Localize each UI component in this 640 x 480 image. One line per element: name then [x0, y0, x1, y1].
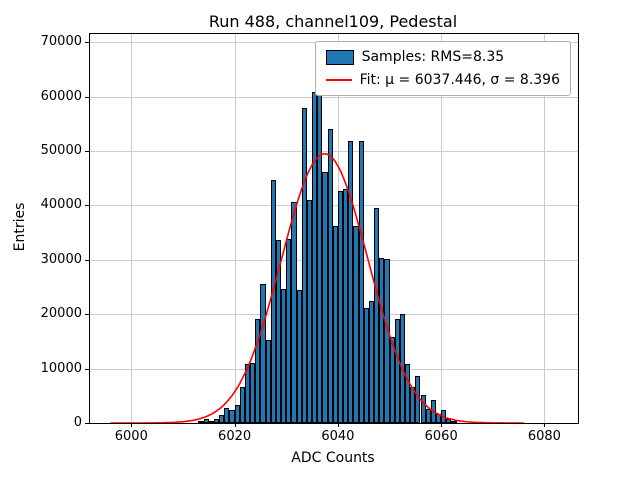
y-tick-mark	[85, 423, 89, 424]
x-tick-label: 6020	[218, 429, 252, 444]
x-tick-mark	[131, 423, 133, 427]
grid-line-vertical	[131, 34, 133, 423]
grid-line-horizontal	[90, 205, 578, 207]
grid-line-horizontal	[90, 96, 578, 98]
x-tick-label: 6060	[424, 429, 458, 444]
x-tick-mark	[441, 423, 443, 427]
grid-line-horizontal	[90, 151, 578, 152]
legend-item-samples: Samples: RMS=8.35	[325, 49, 560, 65]
histogram-bar	[451, 420, 457, 423]
y-tick-label: 10000	[40, 360, 82, 376]
y-tick-mark	[85, 42, 89, 44]
x-tick-mark	[234, 423, 236, 427]
y-tick-label: 60000	[40, 88, 82, 104]
y-tick-mark	[85, 205, 89, 207]
legend: Samples: RMS=8.35 Fit: μ = 6037.446, σ =…	[314, 41, 571, 96]
y-tick-label: 50000	[40, 143, 82, 158]
y-tick-label: 20000	[40, 306, 82, 322]
y-tick-mark	[85, 96, 89, 98]
plot-area: Samples: RMS=8.35 Fit: μ = 6037.446, σ =…	[89, 33, 579, 424]
y-tick-mark	[85, 259, 89, 261]
y-tick-mark	[85, 151, 89, 152]
x-axis-label: ADC Counts	[291, 450, 375, 466]
grid-line-vertical	[544, 34, 546, 423]
x-tick-label: 6000	[114, 429, 148, 444]
y-tick-label: 70000	[40, 34, 82, 50]
legend-label-samples: Samples: RMS=8.35	[361, 49, 505, 65]
fit-legend-line	[325, 79, 352, 81]
y-tick-label: 0	[73, 415, 82, 430]
x-tick-label: 6040	[321, 429, 355, 444]
y-tick-label: 30000	[40, 251, 82, 267]
y-tick-mark	[85, 314, 89, 316]
x-tick-mark	[544, 423, 546, 427]
grid-line-vertical	[234, 34, 236, 423]
legend-item-fit: Fit: μ = 6037.446, σ = 8.396	[325, 72, 560, 88]
chart-title: Run 488, channel109, Pedestal	[208, 12, 458, 31]
legend-label-fit: Fit: μ = 6037.446, σ = 8.396	[359, 72, 560, 88]
y-tick-mark	[85, 368, 89, 370]
x-tick-mark	[337, 423, 339, 427]
histogram-legend-swatch	[325, 49, 354, 65]
y-tick-label: 40000	[40, 197, 82, 213]
x-tick-label: 6080	[527, 429, 561, 444]
y-axis-label: Entries	[12, 202, 28, 252]
